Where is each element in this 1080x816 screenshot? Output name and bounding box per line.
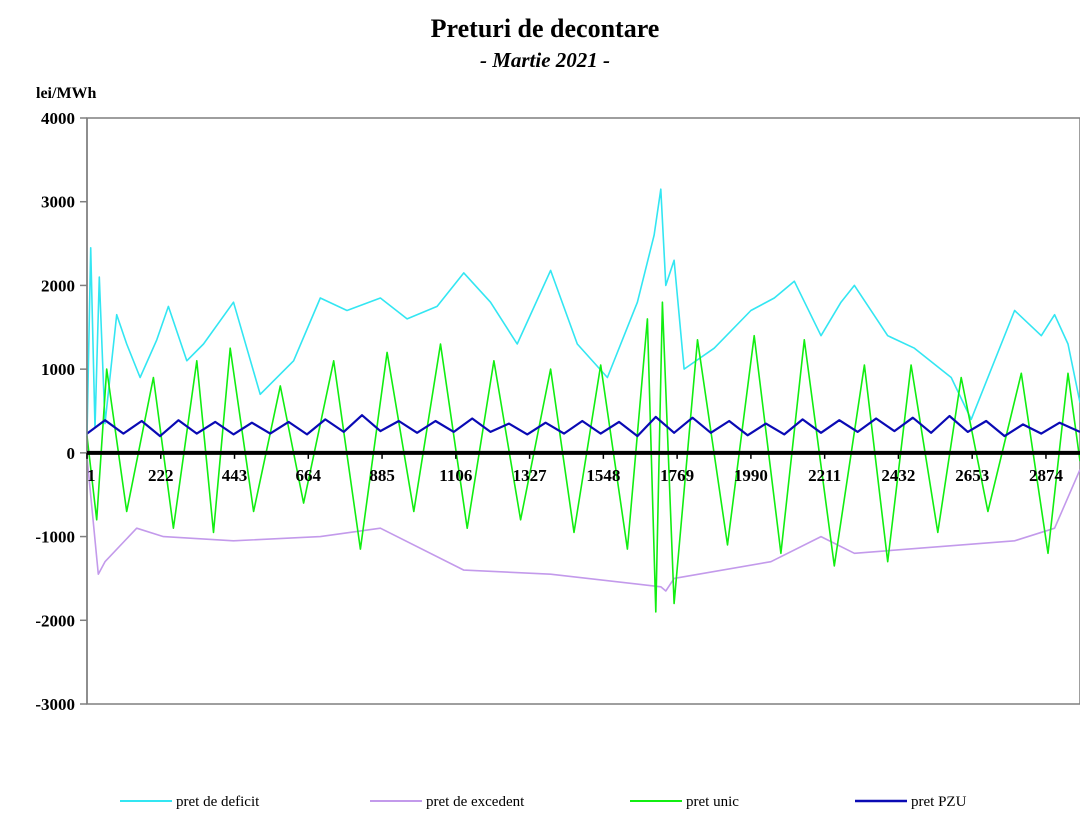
- y-tick-label: -1000: [35, 528, 75, 547]
- chart-subtitle: - Martie 2021 -: [480, 48, 610, 72]
- y-axis-label: lei/MWh: [36, 85, 97, 102]
- y-tick-label: -3000: [35, 695, 75, 714]
- x-tick-label: 1990: [734, 466, 768, 485]
- y-tick-label: 2000: [41, 276, 75, 295]
- x-tick-label: 1548: [586, 466, 620, 485]
- legend-label: pret de excedent: [426, 794, 525, 810]
- x-tick-label: 2653: [955, 466, 989, 485]
- y-tick-label: 4000: [41, 109, 75, 128]
- x-tick-label: 1327: [513, 466, 548, 485]
- x-tick-label: 1769: [660, 466, 694, 485]
- y-tick-label: -2000: [35, 611, 75, 630]
- x-axis: 1 222 443 664 885 1106 1327 1548 1769 1990 2211 243…: [86, 450, 1080, 485]
- legend-label: pret de deficit: [176, 794, 260, 810]
- y-tick-label: 0: [67, 444, 76, 463]
- series-line-pret-unic: [86, 301, 1080, 613]
- series-line-pret-PZU: [86, 414, 1080, 438]
- x-tick-label: 443: [222, 466, 248, 485]
- x-tick-label: 664: [296, 466, 322, 485]
- series-line-pret-de-deficit: [86, 188, 1080, 437]
- x-tick-label: 2211: [808, 466, 841, 485]
- x-tick-label: 222: [148, 466, 174, 485]
- series-line-pret-de-excedent: [86, 456, 1080, 592]
- x-tick-label: 1: [87, 466, 96, 485]
- plot-frame: [86, 117, 1080, 705]
- plot-area: [86, 117, 1080, 705]
- chart-title: Preturi de decontare: [431, 14, 660, 43]
- y-tick-label: 3000: [41, 193, 75, 212]
- y-tick-label: 1000: [41, 360, 75, 379]
- x-tick-label: 2432: [881, 466, 915, 485]
- x-tick-label: 885: [369, 466, 395, 485]
- y-axis: 4000 3000 2000 1000 0 -1000 -2000 -3000: [35, 109, 88, 714]
- legend-label: pret PZU: [911, 794, 967, 810]
- x-tick-label: 1106: [439, 466, 472, 485]
- x-tick-label: 2874: [1029, 466, 1064, 485]
- legend-label: pret unic: [686, 794, 739, 810]
- legend: pret de deficit pret de excedent pret unic…: [120, 794, 967, 810]
